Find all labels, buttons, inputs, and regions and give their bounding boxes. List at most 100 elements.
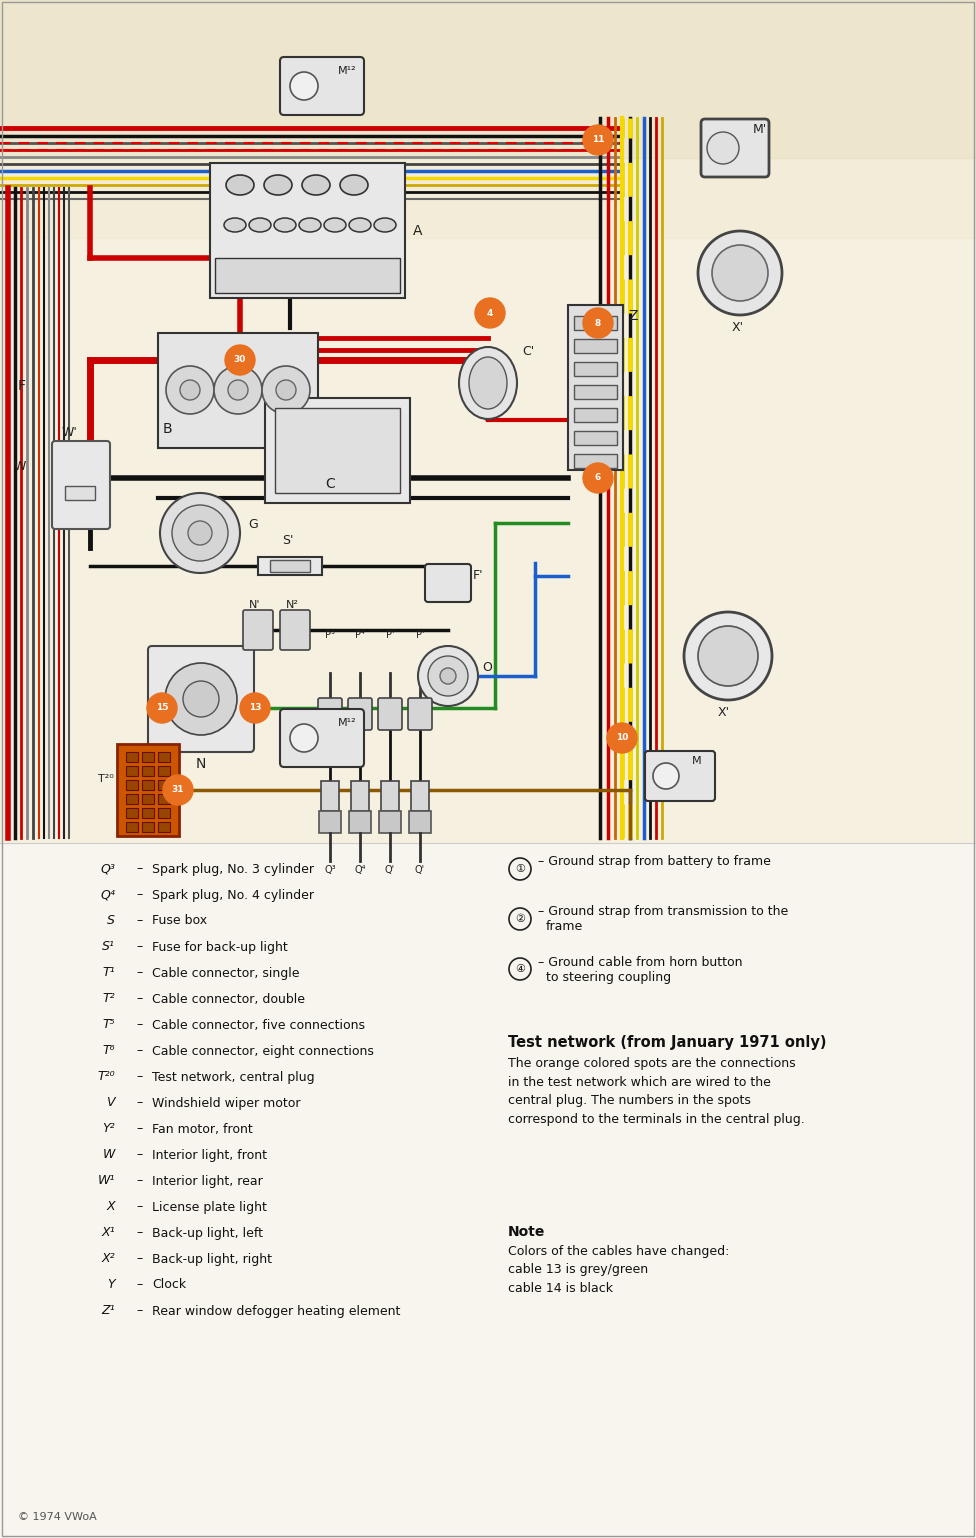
Text: Back-up light, left: Back-up light, left	[152, 1226, 263, 1240]
Text: –: –	[137, 1278, 143, 1292]
Text: – Ground cable from horn button: – Ground cable from horn button	[538, 955, 743, 969]
Text: – Ground strap from transmission to the: – Ground strap from transmission to the	[538, 906, 789, 918]
Bar	[568, 305, 623, 471]
Bar	[379, 811, 401, 834]
Circle shape	[418, 646, 478, 706]
Text: Rear window defogger heating element: Rear window defogger heating element	[152, 1304, 400, 1318]
FancyBboxPatch shape	[280, 57, 364, 115]
Bar	[381, 781, 399, 811]
Text: –: –	[137, 966, 143, 980]
Circle shape	[712, 245, 768, 301]
Ellipse shape	[249, 218, 271, 232]
Text: Test network, central plug: Test network, central plug	[152, 1070, 314, 1083]
Text: 6: 6	[595, 474, 601, 483]
Bar	[126, 821, 138, 832]
Text: P': P'	[386, 631, 394, 640]
Text: Cable connector, five connections: Cable connector, five connections	[152, 1018, 365, 1032]
Bar	[574, 361, 617, 375]
Bar	[321, 781, 339, 811]
Text: Note: Note	[508, 1224, 546, 1240]
Text: G: G	[248, 518, 258, 531]
Bar	[351, 781, 369, 811]
Bar	[319, 811, 341, 834]
Text: –: –	[137, 1123, 143, 1135]
Text: –: –	[137, 915, 143, 927]
Bar	[158, 794, 170, 804]
FancyBboxPatch shape	[148, 646, 254, 752]
Bar	[574, 315, 617, 331]
Text: T⁵: T⁵	[102, 1018, 115, 1032]
Circle shape	[607, 723, 637, 754]
Circle shape	[160, 494, 240, 574]
Bar	[349, 811, 371, 834]
Circle shape	[509, 958, 531, 980]
Bar	[142, 821, 154, 832]
Circle shape	[262, 366, 310, 414]
Text: M¹²: M¹²	[338, 718, 356, 727]
Text: Interior light, rear: Interior light, rear	[152, 1175, 263, 1187]
Circle shape	[509, 907, 531, 930]
Text: Z¹: Z¹	[102, 1304, 115, 1318]
Circle shape	[475, 298, 505, 328]
Circle shape	[707, 132, 739, 165]
Text: M': M'	[753, 123, 767, 135]
Text: Back-up light, right: Back-up light, right	[152, 1252, 272, 1266]
Text: X²: X²	[102, 1252, 115, 1266]
Bar	[574, 431, 617, 444]
Text: Z: Z	[628, 309, 637, 323]
Bar	[270, 560, 310, 572]
Circle shape	[276, 380, 296, 400]
Text: The orange colored spots are the connections
in the test network which are wired: The orange colored spots are the connect…	[508, 1057, 805, 1126]
Bar	[574, 454, 617, 468]
Text: V: V	[106, 1097, 115, 1109]
Circle shape	[653, 763, 679, 789]
Ellipse shape	[374, 218, 396, 232]
Text: – Ground strap from battery to frame: – Ground strap from battery to frame	[538, 855, 771, 869]
Circle shape	[228, 380, 248, 400]
Bar	[574, 338, 617, 354]
Text: ④: ④	[515, 964, 525, 974]
Text: N²: N²	[286, 600, 299, 611]
Ellipse shape	[264, 175, 292, 195]
Text: T²⁰: T²⁰	[98, 1070, 115, 1083]
Bar	[142, 780, 154, 791]
Text: © 1974 VWoA: © 1974 VWoA	[18, 1512, 97, 1523]
Bar	[65, 486, 95, 500]
Bar	[126, 794, 138, 804]
Text: Y²: Y²	[102, 1123, 115, 1135]
Circle shape	[684, 612, 772, 700]
Bar	[158, 807, 170, 818]
Text: Cable connector, double: Cable connector, double	[152, 992, 305, 1006]
Text: –: –	[137, 1044, 143, 1058]
Ellipse shape	[274, 218, 296, 232]
Text: Colors of the cables have changed:
cable 13 is grey/green
cable 14 is black: Colors of the cables have changed: cable…	[508, 1244, 729, 1295]
Text: –: –	[137, 1226, 143, 1240]
Text: Q': Q'	[415, 864, 426, 875]
Bar	[0, 158, 976, 238]
Bar	[158, 334, 318, 448]
Bar	[275, 408, 400, 494]
Circle shape	[147, 694, 177, 723]
Text: frame: frame	[546, 921, 584, 934]
Ellipse shape	[469, 357, 507, 409]
Bar	[409, 811, 431, 834]
Circle shape	[163, 775, 193, 804]
Text: Q³: Q³	[101, 863, 115, 875]
FancyBboxPatch shape	[117, 744, 179, 837]
Text: C: C	[325, 477, 335, 491]
Text: Clock: Clock	[152, 1278, 186, 1292]
Text: B: B	[163, 421, 173, 435]
Bar	[210, 163, 405, 298]
Text: –: –	[137, 1070, 143, 1083]
Text: X: X	[106, 1201, 115, 1213]
Bar	[142, 752, 154, 761]
Text: Cable connector, eight connections: Cable connector, eight connections	[152, 1044, 374, 1058]
Text: ①: ①	[515, 864, 525, 874]
Circle shape	[165, 663, 237, 735]
Text: 30: 30	[234, 355, 246, 365]
Bar	[126, 752, 138, 761]
Text: S¹: S¹	[102, 941, 115, 954]
Ellipse shape	[302, 175, 330, 195]
Text: –: –	[137, 1252, 143, 1266]
Text: Fan motor, front: Fan motor, front	[152, 1123, 253, 1135]
